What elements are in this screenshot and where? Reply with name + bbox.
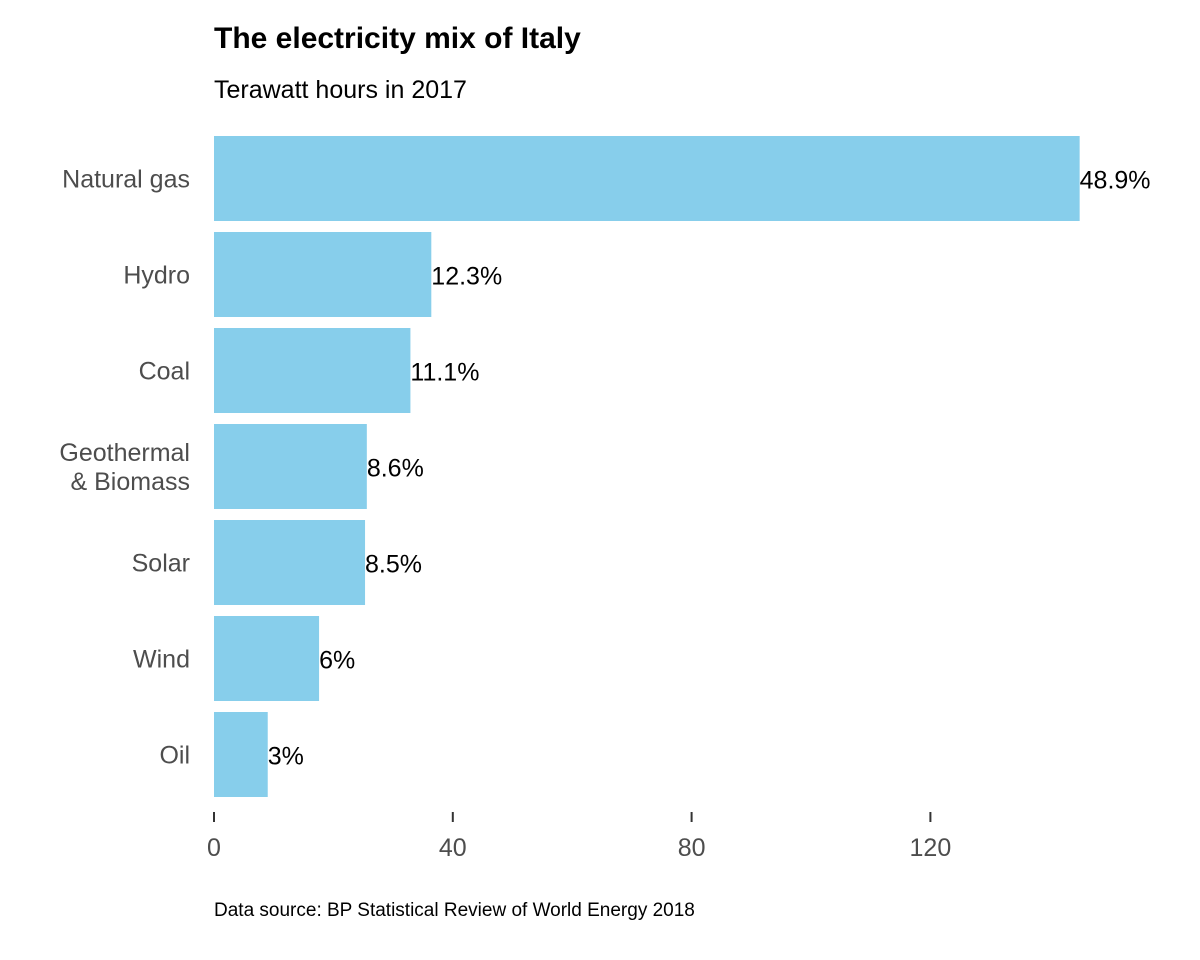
value-label: 6% xyxy=(319,647,355,675)
bar xyxy=(214,616,320,701)
category-label: Natural gas xyxy=(62,166,190,194)
x-tick-label: 80 xyxy=(678,834,706,862)
value-label: 3% xyxy=(268,743,304,771)
category-label: Geothermal & Biomass xyxy=(59,439,190,496)
bar xyxy=(214,232,432,317)
bar xyxy=(214,136,1080,221)
bar xyxy=(214,328,411,413)
value-label: 8.5% xyxy=(365,551,422,579)
category-label: Coal xyxy=(139,358,190,386)
bar xyxy=(214,520,366,605)
category-label: Solar xyxy=(132,550,190,578)
value-label: 12.3% xyxy=(431,263,502,291)
category-label: Hydro xyxy=(123,262,190,290)
x-tick-label: 40 xyxy=(439,834,467,862)
value-label: 48.9% xyxy=(1080,167,1151,195)
x-tick-label: 120 xyxy=(910,834,952,862)
category-label: Wind xyxy=(133,646,190,674)
value-label: 11.1% xyxy=(410,359,479,387)
bar xyxy=(214,424,367,509)
category-labels: Natural gas Hydro Coal Geothermal & Biomass S… xyxy=(59,166,190,770)
value-labels: 48.9% 12.3% 11.1% 8.6% 8.5% 6% 3% xyxy=(268,167,1151,771)
bar xyxy=(214,712,268,797)
chart-title: The electricity mix of Italy xyxy=(214,22,581,55)
chart-subtitle: Terawatt hours in 2017 xyxy=(214,76,467,104)
source-note: Data source: BP Statistical Review of Wo… xyxy=(214,900,695,921)
category-label: Oil xyxy=(159,742,190,770)
value-label: 8.6% xyxy=(367,455,424,483)
bars-layer xyxy=(214,136,1080,797)
x-axis: 0 40 80 120 xyxy=(207,812,951,862)
x-tick-label: 0 xyxy=(207,834,221,862)
